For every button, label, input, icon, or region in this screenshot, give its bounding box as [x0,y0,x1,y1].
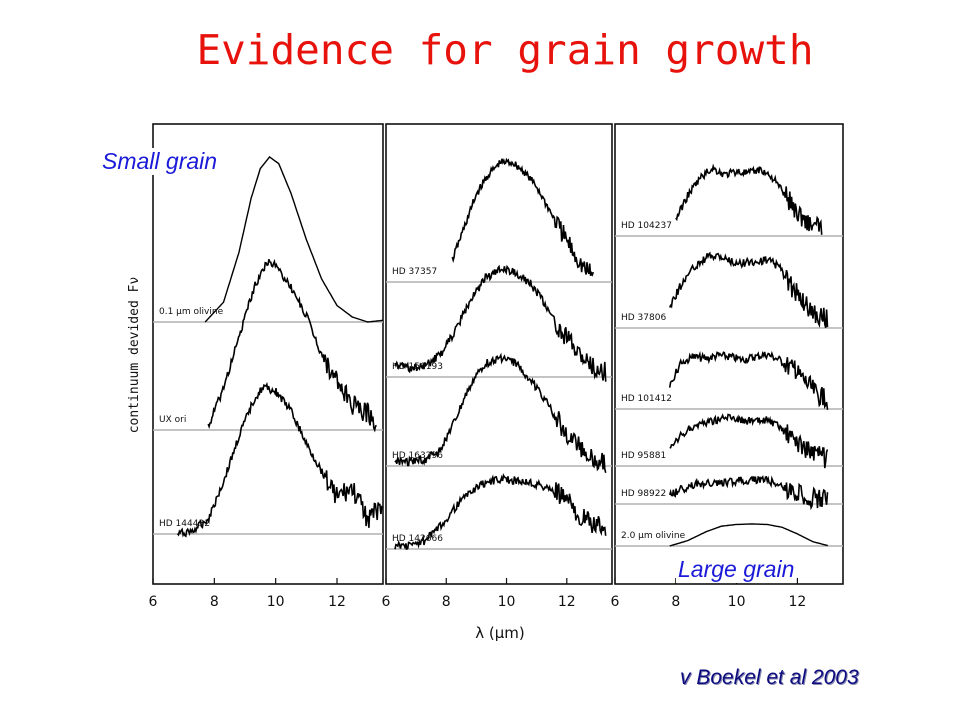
spectrum-curve [207,258,377,433]
series-label: HD 150193 [392,362,443,372]
x-tick-label: 10 [498,594,516,610]
spectra-curves [176,156,829,551]
x-tick-label: 8 [210,594,219,610]
series-label: HD 163296 [392,451,443,461]
spectrum-curve [668,475,829,511]
spectrum-curve [668,251,829,329]
continuum-baselines [153,235,843,550]
x-tick-label: 12 [558,594,576,610]
series-label: HD 37806 [621,313,666,323]
small-grain-annotation: Small grain [100,148,220,175]
series-label: 2.0 μm olivine [621,531,686,541]
spectrum-curve [176,381,384,538]
spectrum-curve [394,264,607,382]
star-labels: 0.1 μm olivine UX ori HD 144432 HD 37357 HD … [159,221,686,544]
series-label: HD 98922 [621,489,666,499]
spectrum-curve [204,156,384,323]
x-tick-label: 8 [671,594,680,610]
panel-frame-2 [385,123,613,585]
x-tick-label: 6 [611,594,620,610]
x-tick-label: 12 [328,594,346,610]
slide-title: Evidence for grain growth [196,26,814,74]
spectrum-curve [394,473,607,551]
x-tick-label: 12 [788,594,806,610]
panel-frame-3 [614,123,844,585]
large-grain-annotation: Large grain [676,556,797,583]
series-label: HD 144432 [159,519,210,529]
series-label: HD 101412 [621,394,672,404]
panel-frame-1 [152,123,384,585]
spectrum-curve [451,157,595,277]
x-axis-label: λ (μm) [475,624,525,642]
spectrum-curve [669,413,829,469]
x-tick-label: 6 [149,594,158,610]
x-tick-label: 8 [442,594,451,610]
series-label: HD 37357 [392,267,437,277]
x-tick-label: 10 [267,594,285,610]
spectrum-curve [668,350,829,410]
spectrum-curve [675,163,823,235]
citation: v Boekel et al 2003 [680,666,859,689]
series-label: 0.1 μm olivine [159,307,224,317]
spectrum-curve [669,523,828,547]
x-ticks: 6 8 10 12 6 8 10 12 6 8 10 12 [149,578,806,610]
x-tick-label: 6 [382,594,391,610]
panel-frames [152,123,844,585]
series-label: HD 95881 [621,451,666,461]
series-label: HD 104237 [621,221,672,231]
y-axis-label: continuum devided Fν [127,277,142,434]
series-label: HD 142666 [392,534,443,544]
series-label: UX ori [159,415,186,425]
x-tick-label: 10 [728,594,746,610]
spectrum-curve [394,352,607,473]
